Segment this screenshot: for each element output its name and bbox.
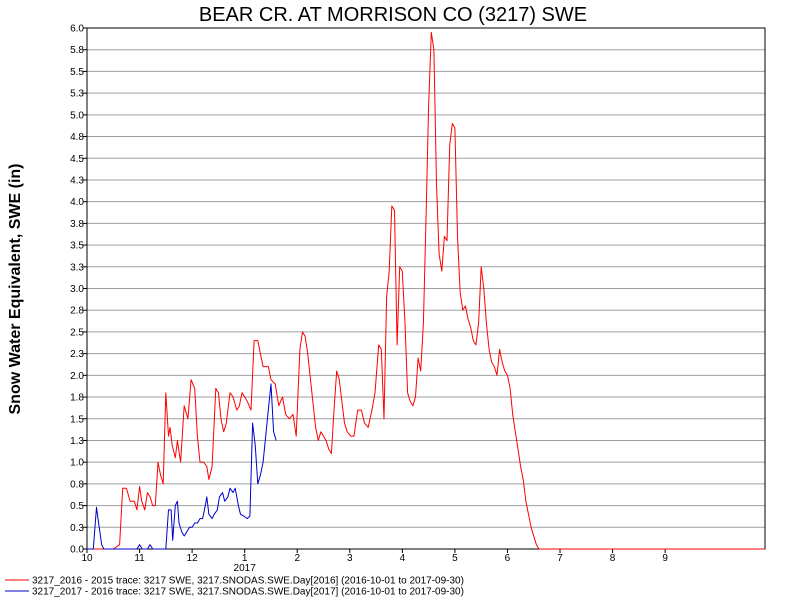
- y-tick-label: 0.5: [70, 501, 84, 512]
- legend-label-1: 3217_2016 - 2015 trace: 3217 SWE, 3217.S…: [32, 576, 464, 587]
- y-tick-label: 5.0: [70, 110, 84, 121]
- series-line-2: [87, 383, 277, 550]
- y-tick-label: 3.8: [70, 219, 84, 230]
- y-tick-label: 3.0: [70, 284, 84, 295]
- x-tick-label: 11: [134, 553, 145, 564]
- series-line-1: [87, 31, 765, 550]
- x-tick-label: 9: [662, 553, 668, 564]
- series-layer: [87, 31, 765, 550]
- y-tick-label: 5.8: [70, 45, 84, 56]
- x-tick-label: 4: [400, 553, 406, 564]
- x-tick-label: 12: [187, 553, 199, 564]
- x-tick-label: 1: [242, 553, 248, 564]
- x-tick-label: 7: [557, 553, 563, 564]
- grid-lines: [87, 49, 765, 528]
- y-tick-label: 2.3: [70, 349, 84, 360]
- y-tick-label: 5.3: [70, 89, 84, 100]
- y-tick-label: 4.8: [70, 132, 84, 143]
- legend-label-2: 3217_2017 - 2016 trace: 3217 SWE, 3217.S…: [32, 587, 464, 598]
- legend: 3217_2016 - 2015 trace: 3217 SWE, 3217.S…: [5, 576, 464, 598]
- y-tick-label: 2.8: [70, 306, 84, 317]
- y-tick-label: 4.3: [70, 175, 84, 186]
- chart-title: BEAR CR. AT MORRISON CO (3217) SWE: [199, 4, 587, 26]
- plot-frame: [86, 27, 766, 550]
- y-tick-label: 0.0: [70, 545, 84, 556]
- y-tick-label: 3.5: [70, 241, 84, 252]
- y-tick-label: 2.5: [70, 327, 84, 338]
- y-axis-label: Snow Water Equivalent, SWE (in): [7, 164, 24, 415]
- y-tick-label: 0.8: [70, 479, 84, 490]
- y-tick-label: 5.5: [70, 67, 84, 78]
- y-tick-label: 0.3: [70, 523, 84, 534]
- y-tick-label: 4.0: [70, 197, 84, 208]
- x-tick-label: 3: [347, 553, 353, 564]
- x-year-label: 2017: [234, 563, 257, 574]
- x-tick-label: 5: [452, 553, 458, 564]
- y-tick-label: 3.3: [70, 262, 84, 273]
- y-tick-label: 1.8: [70, 393, 84, 404]
- y-tick-label: 1.0: [70, 458, 84, 469]
- y-axis-ticks: 0.0 0.3 0.5 0.8 1.0 1.3 1.5 1.8 2.0 2.3 2.5 2.8 3.0 3…: [70, 24, 87, 556]
- x-tick-label: 10: [81, 553, 93, 564]
- x-tick-label: 2: [294, 553, 300, 564]
- y-tick-label: 4.5: [70, 154, 84, 165]
- y-tick-label: 1.3: [70, 436, 84, 447]
- y-tick-label: 6.0: [70, 24, 84, 35]
- y-tick-label: 2.0: [70, 371, 84, 382]
- x-tick-label: 6: [505, 553, 511, 564]
- x-tick-label: 8: [610, 553, 616, 564]
- y-tick-label: 1.5: [70, 414, 84, 425]
